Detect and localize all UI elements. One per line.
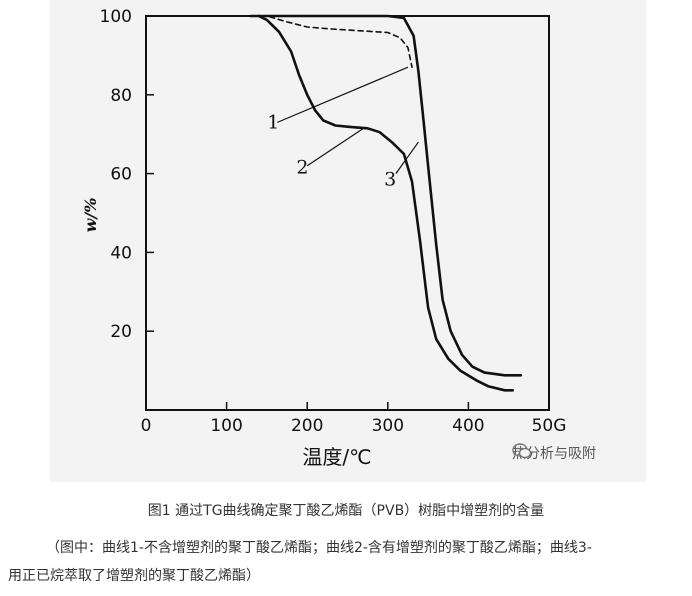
curve-label-1: 1 [267,111,279,133]
x-tick-label: 200 [291,416,323,436]
x-axis-label: 温度/℃ [302,445,371,469]
figure-note-line-1: （图中：曲线1-不含增塑剂的聚丁酸乙烯酯；曲线2-含有增塑剂的聚丁酸乙烯酯；曲线… [46,540,592,556]
plot-frame [145,15,550,411]
curve-label-2: 2 [296,157,308,179]
tg-chart: 0 100 200 300 400 50G 100 80 60 40 20 1 2 3 w/% 温度/℃ [81,7,567,469]
curve-pointer-1 [277,66,409,123]
watermark: 热分析与吸附 [512,442,596,464]
wechat-icon [512,443,532,459]
figure-caption: 图1 通过TG曲线确定聚丁酸乙烯酯（PVB）树脂中增塑剂的含量 [147,503,545,519]
y-tick-label: 40 [110,243,132,263]
y-tick-label: 20 [110,322,132,342]
curve-label-3: 3 [384,168,396,190]
y-tick-label: 60 [110,165,132,185]
x-tick-label: 0 [141,416,152,436]
curve-pointer-3 [395,141,419,174]
curve-3 [249,14,523,377]
x-tick-label: 50G [532,416,567,436]
x-tick-label: 300 [372,416,404,436]
curve-1 [241,15,413,68]
x-tick-label: 100 [210,416,242,436]
y-tick-label: 100 [100,7,132,27]
curve-2 [257,14,515,392]
y-tick-label: 80 [110,86,132,106]
curve-pointer-2 [306,127,364,167]
figure-panel [50,0,646,482]
watermark-text: 热分析与吸附 [512,446,596,462]
figure-note-line-2: 用正已烷萃取了增塑剂的聚丁酸乙烯酯） [8,568,260,584]
y-axis-label: w/% [81,198,100,233]
x-tick-label: 400 [452,416,484,436]
